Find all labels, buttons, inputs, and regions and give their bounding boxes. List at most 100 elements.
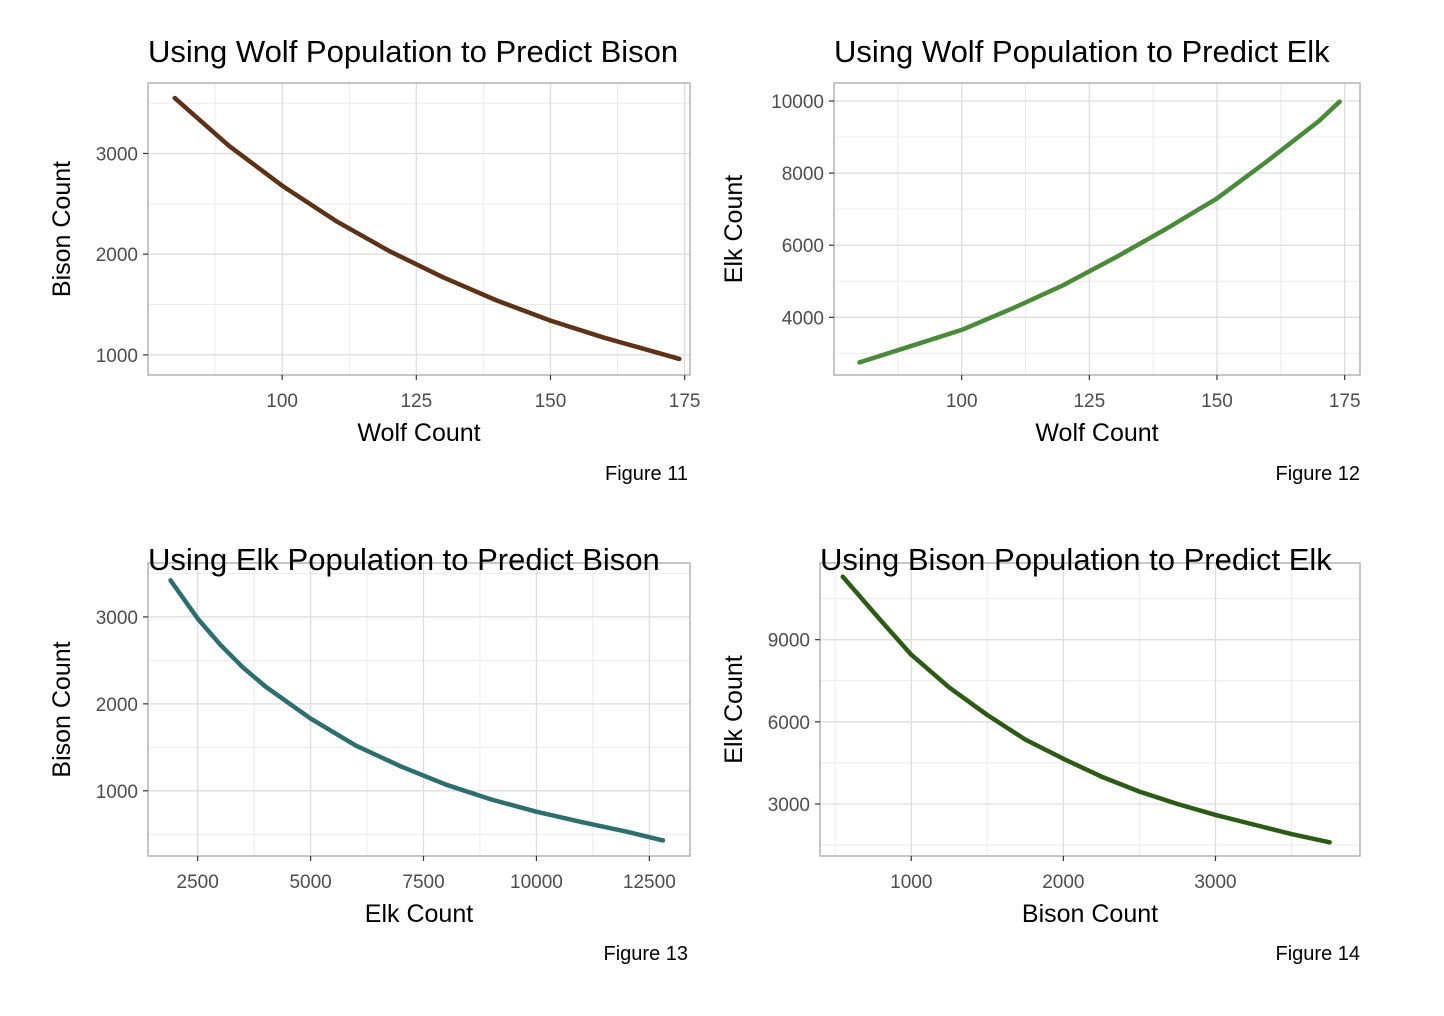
major-gridlines <box>834 83 1360 375</box>
data-point <box>601 335 607 340</box>
figure-caption: Figure 14 <box>1276 943 1361 965</box>
x-tick-label: 5000 <box>289 872 331 893</box>
y-tick-label: 2000 <box>96 695 138 716</box>
data-point <box>1137 789 1142 794</box>
data-point <box>333 218 339 224</box>
data-point <box>240 665 246 670</box>
figure-caption: Figure 13 <box>604 943 689 965</box>
series-points <box>857 99 1342 365</box>
data-point <box>1214 196 1220 201</box>
y-tick-label: 3000 <box>96 144 138 165</box>
data-point <box>1251 822 1256 827</box>
data-point <box>1327 840 1332 845</box>
major-gridlines <box>148 563 690 856</box>
axis-ticks: 2500 5000 7500 10000 12500 1000 2000 3000 <box>96 608 676 893</box>
panel-border <box>147 562 691 857</box>
x-tick-label: 10000 <box>510 872 563 893</box>
data-point <box>443 782 449 787</box>
y-axis-label: Elk Count <box>720 655 748 763</box>
x-tick-label: 7500 <box>402 872 444 893</box>
data-point <box>1099 774 1104 779</box>
chart-panel-1: 100 125 150 175 1000 2000 3000 Using Wolf Popul… <box>0 0 722 508</box>
x-tick-label: 2500 <box>177 872 219 893</box>
x-tick-label: 100 <box>266 391 298 412</box>
y-tick-label: 8000 <box>782 164 824 185</box>
data-point <box>1316 118 1322 124</box>
chart-title: Using Bison Population to Predict Elk <box>820 542 1332 577</box>
chart-title: Using Wolf Population to Predict Bison <box>148 34 678 69</box>
plot-area <box>820 563 1360 856</box>
axis-ticks: 1000 2000 3000 3000 6000 9000 <box>768 631 1237 893</box>
y-tick-label: 6000 <box>768 713 810 734</box>
data-point <box>947 685 952 690</box>
panel-border <box>833 82 1361 376</box>
data-point <box>1213 812 1218 818</box>
figure-caption: Figure 11 <box>605 463 688 485</box>
data-point <box>1175 801 1180 807</box>
data-point <box>279 183 285 188</box>
y-axis-label: Bison Count <box>48 641 76 777</box>
data-point <box>440 275 446 280</box>
y-tick-label: 2000 <box>96 245 138 266</box>
data-point <box>1010 306 1015 311</box>
axis-ticks: 100 125 150 175 4000 6000 8000 10000 <box>771 92 1360 412</box>
data-point <box>985 712 990 718</box>
data-point <box>1265 158 1271 163</box>
data-point <box>624 829 629 834</box>
data-point <box>908 343 913 349</box>
chart-svg: 1000 2000 3000 3000 6000 9000 Using Bison Popu… <box>720 542 1361 965</box>
x-tick-label: 125 <box>1073 391 1105 412</box>
data-point <box>263 684 268 689</box>
panel-border <box>819 562 1361 857</box>
data-point <box>387 248 392 254</box>
data-point <box>353 743 358 748</box>
x-tick-label: 175 <box>669 391 701 412</box>
x-tick-label: 3000 <box>1194 872 1236 893</box>
x-tick-label: 2000 <box>1042 872 1084 893</box>
panel-border <box>147 82 691 376</box>
x-tick-label: 175 <box>1329 391 1361 412</box>
data-point <box>226 143 231 148</box>
chart-panel-4: 1000 2000 3000 3000 6000 9000 Using Bison Popu… <box>720 508 1444 1016</box>
series-points <box>840 574 1332 845</box>
data-point <box>195 616 200 621</box>
series-line <box>168 578 666 843</box>
data-point <box>1112 255 1118 261</box>
data-point <box>878 618 884 623</box>
x-tick-label: 150 <box>1201 391 1233 412</box>
x-axis-label: Wolf Count <box>357 419 480 447</box>
x-axis-label: Bison Count <box>1022 900 1158 928</box>
data-point <box>1061 756 1066 761</box>
y-tick-label: 4000 <box>782 308 824 329</box>
data-point <box>1337 99 1342 104</box>
data-point <box>398 764 404 769</box>
data-point <box>168 578 173 583</box>
x-axis-label: Elk Count <box>365 900 473 928</box>
y-tick-label: 1000 <box>96 346 138 367</box>
data-point <box>1023 737 1028 742</box>
data-point <box>308 716 313 721</box>
data-point <box>655 350 661 356</box>
data-point <box>579 819 584 825</box>
data-point <box>1061 282 1067 288</box>
x-tick-label: 125 <box>400 391 432 412</box>
series-points <box>168 578 666 843</box>
chart-svg: 2500 5000 7500 10000 12500 1000 2000 3000 Using … <box>48 542 691 965</box>
plot-area <box>148 563 690 856</box>
x-axis-label: Wolf Count <box>1035 419 1158 447</box>
axis-ticks: 100 125 150 175 1000 2000 3000 <box>96 144 701 412</box>
data-point <box>677 356 682 362</box>
data-point <box>172 95 178 101</box>
y-tick-label: 3000 <box>96 608 138 629</box>
data-point <box>959 327 964 333</box>
figure-caption: Figure 12 <box>1276 463 1361 485</box>
x-tick-label: 100 <box>946 391 978 412</box>
data-point <box>1289 831 1294 837</box>
plot-area <box>834 83 1360 375</box>
data-point <box>909 652 914 657</box>
series-points <box>172 95 682 362</box>
chart-title: Using Wolf Population to Predict Elk <box>834 34 1330 69</box>
y-axis-label: Elk Count <box>720 175 748 283</box>
major-gridlines <box>820 563 1360 856</box>
data-point <box>1163 226 1169 232</box>
